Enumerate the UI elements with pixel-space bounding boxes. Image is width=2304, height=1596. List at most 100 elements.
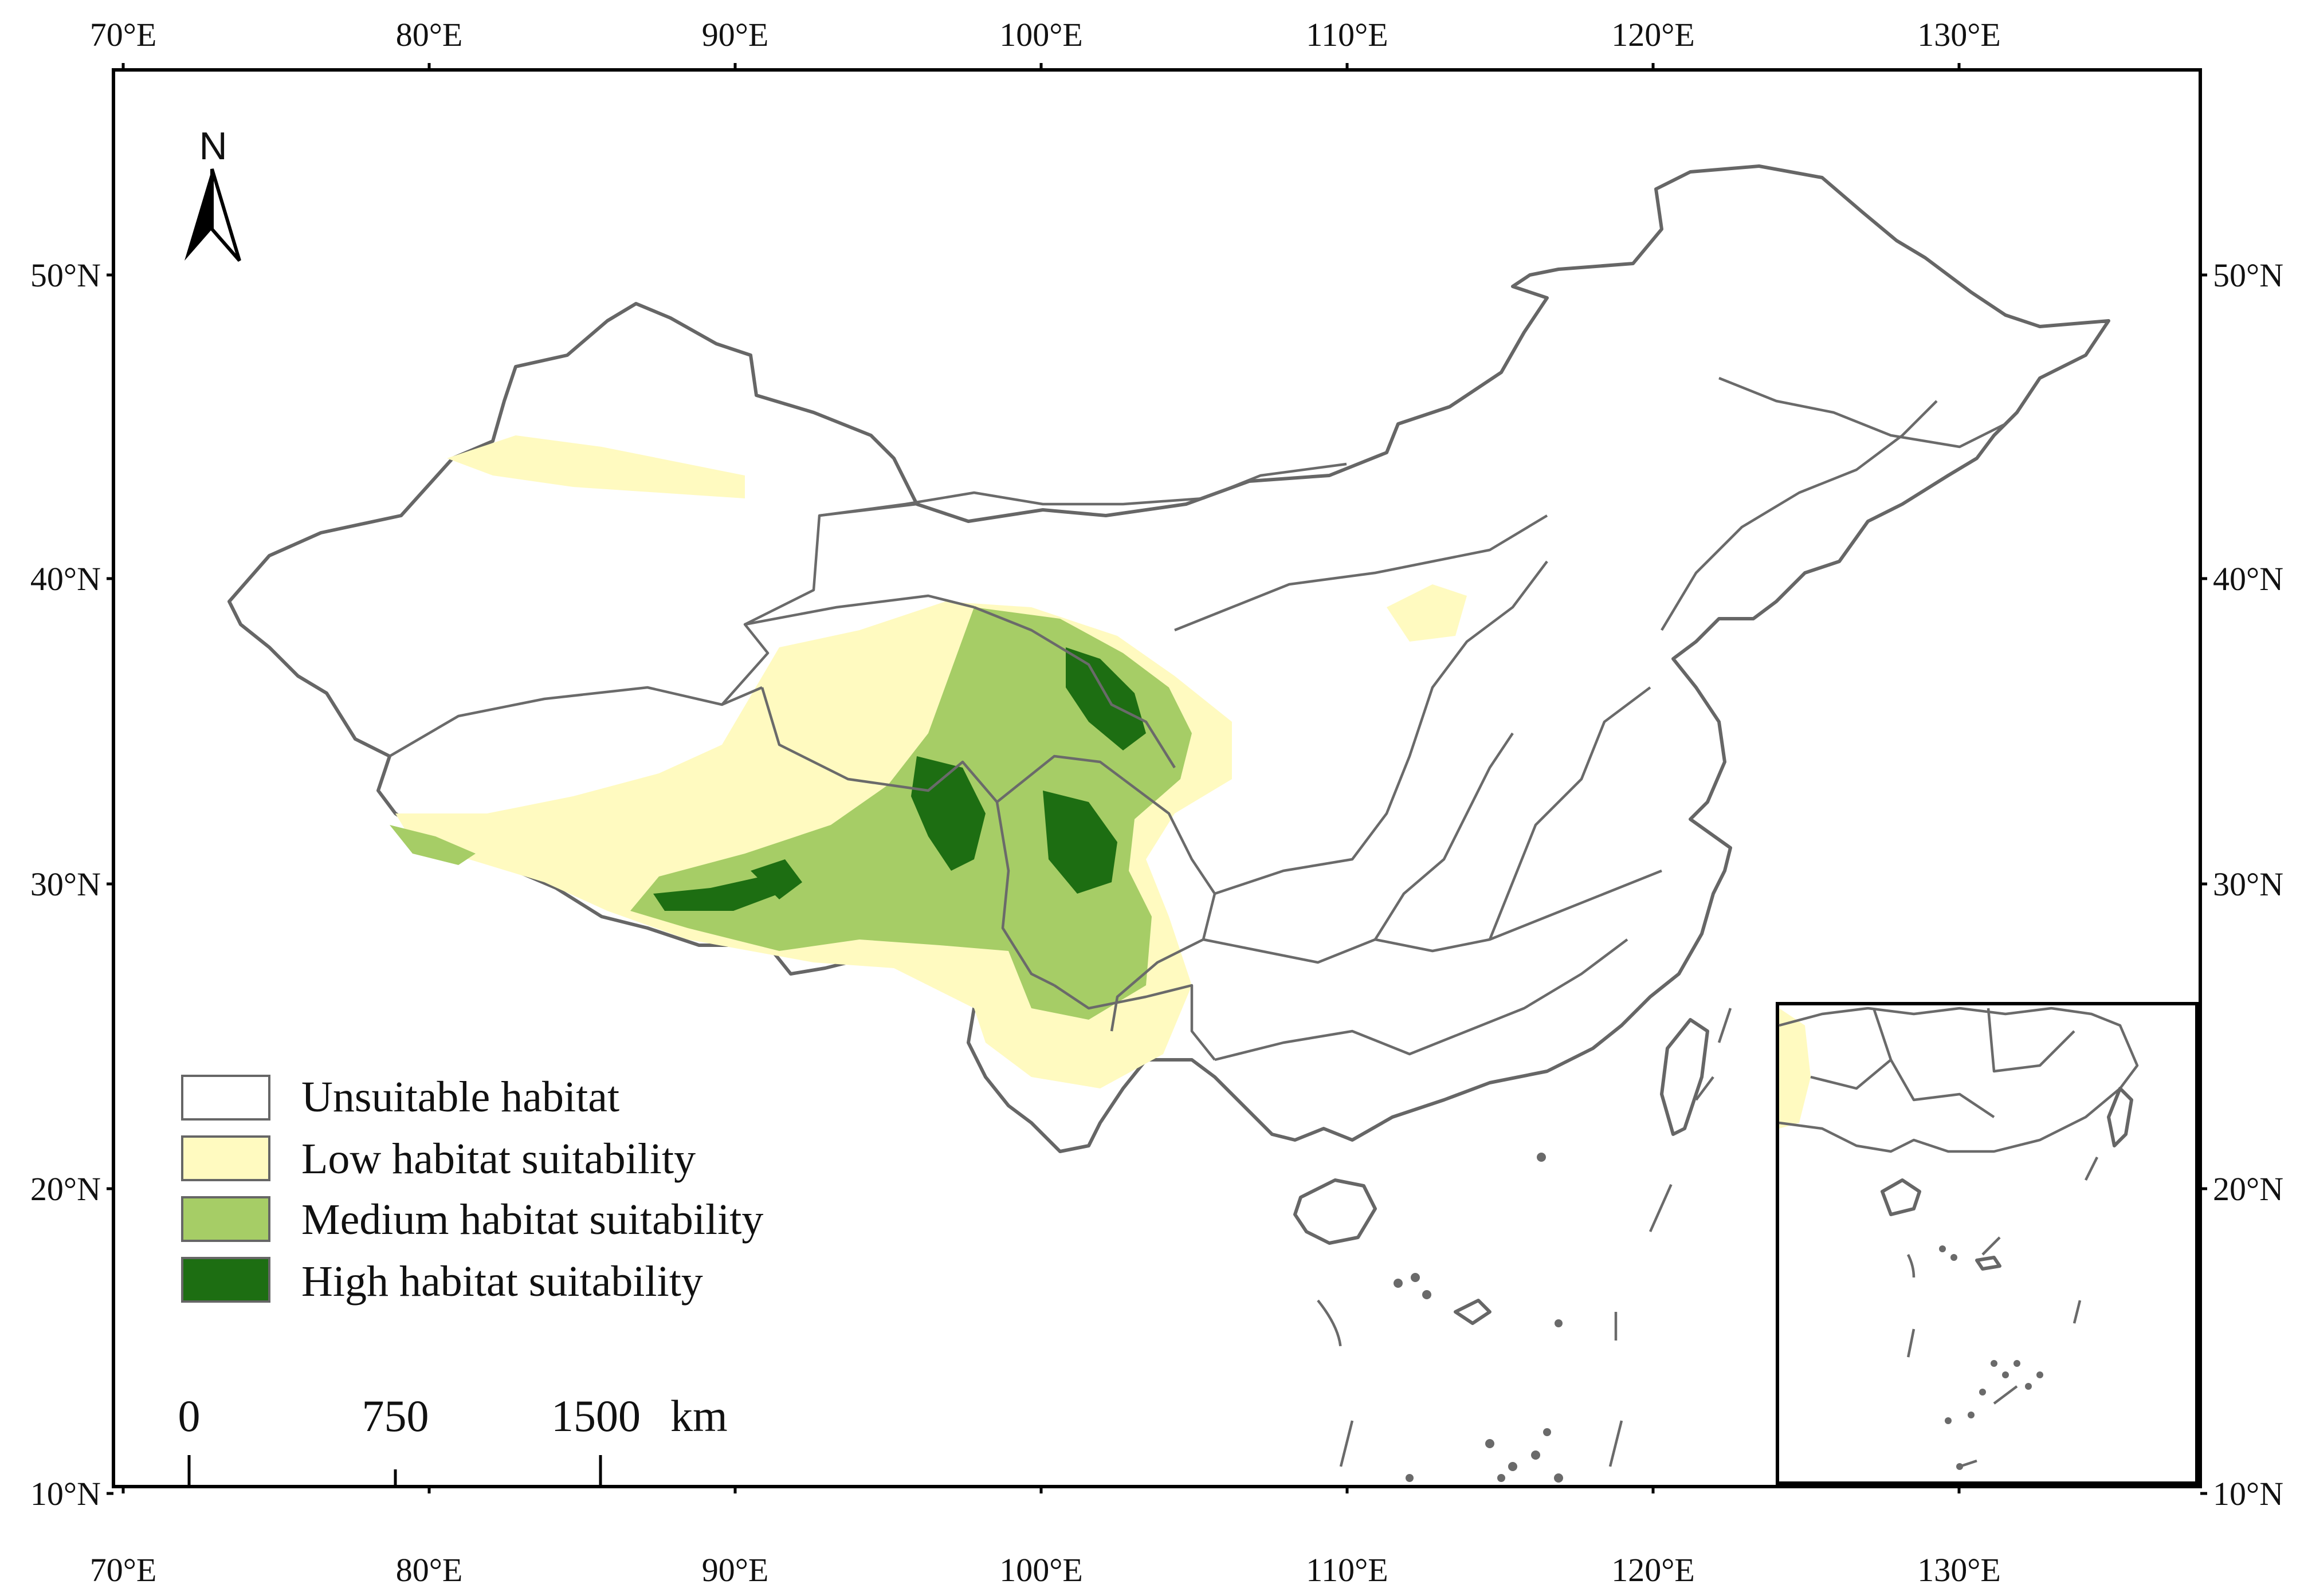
boundary-xinjiang-qinghai [721,594,975,706]
boundary-south [1203,869,1662,964]
habitat-zones [390,435,1467,1088]
latitude-labels-left: 50°N 40°N 30°N 20°N 10°N [30,257,101,1512]
islet [1411,1273,1420,1282]
inset-islet [1979,1389,1986,1395]
boundary-heilongjiang-jilin [1718,376,2007,449]
lon-label-90: 90°E [702,1551,769,1589]
inset-taiwan [2107,1087,2133,1147]
islet [1531,1450,1540,1460]
islet [1537,1153,1546,1162]
lat-label-20: 20°N [2213,1170,2283,1208]
lon-label-130: 130°E [1917,16,2001,53]
boundary-central [1214,560,1548,895]
medium-suitability-southwest [390,825,476,865]
lon-label-90: 90°E [702,16,769,53]
inset-dash-line [1906,1156,2099,1468]
lat-label-10: 10°N [30,1475,101,1512]
boundary-tibet-sichuan [995,801,1055,987]
scale-tick-750: 750 [362,1391,429,1441]
islet [1508,1462,1517,1471]
inset-islet [1991,1360,1997,1367]
inset-islet [2002,1371,2009,1378]
boundary-qinghai-gansu [974,606,1176,769]
medium-suitability-plateau [630,607,1192,1020]
boundary-inner-mongolia [819,462,1347,517]
legend-swatch-unsuitable [181,1075,270,1121]
islet [1422,1290,1431,1299]
south-china-sea [1317,1008,1732,1483]
boundary-guangxi-guangdong [1214,938,1628,1062]
lat-label-50: 50°N [30,257,101,294]
boundary-northeast [1661,400,1938,631]
lon-label-120: 120°E [1611,1551,1695,1589]
inset-islet [2013,1360,2020,1367]
high-suitability-tibet-east [751,859,802,899]
boundary-hunan-jiangxi [1374,732,1514,941]
inset-paracel-island [1975,1256,2001,1271]
north-arrow-icon-outline [210,168,241,262]
taiwan-island [1660,1018,1709,1136]
islet [1543,1428,1551,1436]
inset-mainland-coast [1779,1007,2139,1153]
north-arrow-icon [185,169,212,261]
province-boundaries [388,376,2007,1062]
boundary-north-china [1174,514,1548,632]
islet [1554,1473,1563,1483]
lon-label-100: 100°E [999,1551,1083,1589]
lat-label-40: 40°N [2213,560,2283,597]
inset-low-suitability [1779,1008,1811,1129]
lat-label-40: 40°N [30,560,101,597]
inset-islet [1950,1254,1957,1261]
boundary-xinjiang-tibet [388,686,763,757]
legend-label-medium: Medium habitat suitability [301,1196,763,1244]
lon-label-80: 80°E [396,16,463,53]
lon-label-70: 70°E [90,1551,157,1589]
inset-islet [2025,1383,2032,1390]
inset-province-lines [1810,1008,2075,1118]
lat-label-30: 30°N [30,866,101,903]
lon-label-100: 100°E [999,16,1083,53]
inset-islet [2036,1371,2043,1378]
lat-label-10: 10°N [2213,1475,2283,1512]
islet [1406,1474,1414,1482]
longitude-labels-top: 70°E 80°E 90°E 100°E 110°E 120°E 130°E [90,16,2001,53]
legend-label-low: Low habitat suitability [301,1135,696,1183]
lon-label-110: 110°E [1306,1551,1388,1589]
islet [1485,1439,1494,1448]
inset-hainan [1881,1178,1921,1216]
high-suitability-qilian [1066,647,1146,750]
inset-islet [1956,1463,1963,1470]
islet [1497,1474,1505,1482]
legend: Unsuitable habitat Low habitat suitabili… [181,1073,763,1306]
nine-dash-line [1317,1008,1732,1467]
inset-frame [1776,1002,2199,1485]
scale-unit: km [670,1391,728,1441]
inset-map [1776,1002,2199,1485]
scale-bar: 0 750 1500 km [178,1391,728,1488]
boundary-qinghai-sichuan [996,754,1124,803]
scale-tick-1500: 1500 [551,1391,641,1441]
north-label: N [199,124,227,168]
north-arrow: N [185,124,241,262]
islet [1394,1279,1403,1288]
lon-label-120: 120°E [1611,16,1695,53]
legend-swatch-high [181,1257,270,1303]
lat-label-50: 50°N [2213,257,2283,294]
lon-label-80: 80°E [396,1551,463,1589]
boundary-east [1488,686,1651,940]
scale-bar-line [187,1455,602,1488]
boundary-qinghai-tibet [760,687,998,803]
inset-islet [1968,1412,1975,1418]
lat-label-20: 20°N [30,1170,101,1208]
inset-islet [1939,1245,1946,1252]
boundary-sichuan-chongqing [1110,778,1216,1032]
lon-label-130: 130°E [1917,1551,2001,1589]
longitude-labels-bottom: 70°E 80°E 90°E 100°E 110°E 120°E 130°E [90,1551,2001,1589]
legend-swatch-medium [181,1196,270,1242]
low-suitability-north [1387,584,1467,642]
low-suitability-xinjiang [447,435,745,498]
inset-islet [1945,1417,1952,1424]
lon-label-110: 110°E [1306,16,1388,53]
lon-label-70: 70°E [90,16,157,53]
